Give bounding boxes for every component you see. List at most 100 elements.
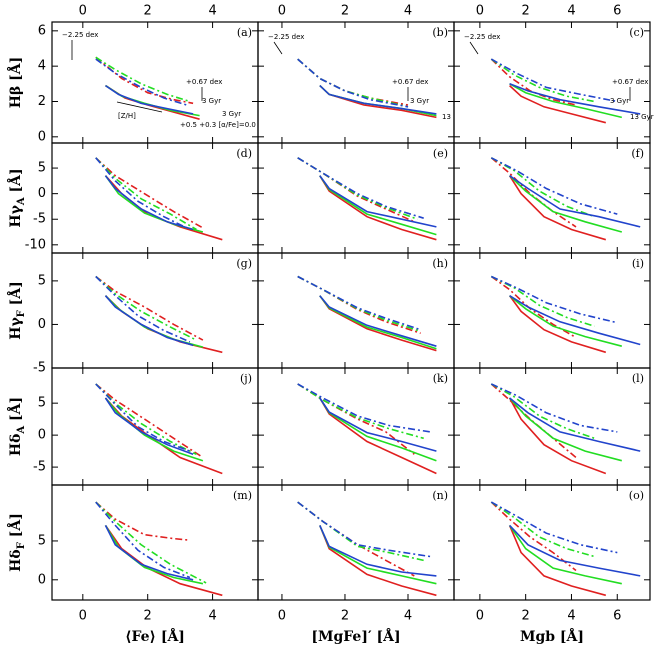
panel-frame — [453, 252, 651, 369]
annotation: −2.25 dex — [268, 33, 304, 41]
y-tick-label: -5 — [33, 460, 46, 475]
y-tick-label: 0 — [38, 317, 46, 332]
series-line — [490, 157, 618, 215]
series-line — [95, 275, 204, 341]
series-line — [297, 275, 421, 331]
series-line — [490, 383, 577, 459]
y-axis-label-part: F — [16, 310, 27, 317]
x-tick-label: 2 — [522, 4, 530, 19]
panel: -5 0 5 (g) HγF [Å] — [6, 252, 259, 376]
series-line — [95, 383, 204, 459]
annotation: [Z/H] — [118, 112, 136, 120]
series-line — [95, 383, 191, 452]
y-axis-label-part: A — [16, 426, 27, 435]
y-axis-label-part: Hγ — [8, 317, 24, 340]
series-line — [509, 83, 622, 119]
y-tick-label: -5 — [33, 212, 46, 227]
y-tick-label: 5 — [38, 273, 46, 288]
panel: (k) — [257, 367, 455, 486]
panel: 0 2 4 (b) −2.25 dex +0.67 dex 3 Gyr 13 — [257, 4, 455, 144]
arrow — [469, 41, 479, 55]
x-tick-label: 6 — [613, 4, 621, 19]
series-line — [297, 383, 424, 440]
annotation: 3 Gyr — [202, 97, 221, 105]
y-axis-label-part: Hδ — [8, 549, 24, 572]
y-tick-label: 4 — [38, 59, 46, 74]
y-axis-label-part: Hγ — [8, 204, 24, 227]
series-line — [95, 157, 204, 229]
series-line — [297, 383, 431, 433]
panel-frame — [453, 142, 651, 254]
series-line — [95, 157, 197, 231]
panel: (e) — [257, 142, 455, 254]
panel-frame — [453, 484, 651, 601]
series-line — [509, 175, 623, 233]
x-tick-label: 0 — [278, 4, 286, 19]
series-line — [95, 56, 191, 103]
panel-label: (i) — [632, 257, 644, 270]
y-axis-label-part: F — [16, 542, 27, 549]
y-tick-label: 0 — [38, 428, 46, 443]
series-line — [104, 175, 194, 231]
y-tick-label: 5 — [38, 533, 46, 548]
series-line — [319, 85, 437, 115]
y-axis-label: HδF [Å] — [6, 513, 27, 572]
x-tick-label: 6 — [613, 609, 621, 624]
series-line — [104, 397, 194, 456]
y-axis-label-part: [Å] — [6, 513, 24, 542]
series-line — [104, 175, 204, 233]
panel-label: (m) — [233, 489, 252, 502]
panel: 0 2 4 6 (o) Mgb [Å] — [453, 484, 651, 645]
y-axis-label-part: [Å] — [6, 281, 24, 310]
panel: -10 -5 0 5 (d) HγA [Å] — [6, 142, 259, 254]
x-tick-label: 4 — [404, 4, 412, 19]
series-line — [95, 275, 191, 343]
series-line — [490, 275, 618, 324]
series-line — [297, 501, 431, 558]
y-axis-label-part: [Å] — [6, 397, 24, 426]
series-line — [509, 397, 641, 452]
series-line — [95, 56, 194, 105]
series-line — [508, 525, 607, 597]
y-tick-label: 5 — [38, 396, 46, 411]
panel: 0 2 4 0 2 4 6 (a) −2.25 dex +0.67 dex 3 Gyr [Z/H] 3 … — [6, 4, 259, 144]
y-tick-label: 0 — [38, 186, 46, 201]
annotation: 13 — [442, 113, 451, 121]
series-line — [95, 501, 190, 541]
panel-label: (d) — [236, 147, 252, 160]
panel-frame — [257, 252, 455, 369]
panel: 0 2 4 (n) [MgFe]′ [Å] — [257, 484, 455, 645]
panel-frame — [51, 367, 259, 486]
series-line — [104, 525, 194, 581]
series-line — [509, 524, 641, 577]
series-line — [95, 157, 191, 231]
series-line — [319, 397, 437, 452]
y-axis-label-part: [Å] — [6, 168, 24, 197]
series-line — [297, 58, 409, 108]
y-axis-label: Hβ [Å] — [6, 57, 24, 109]
series-line — [297, 157, 424, 219]
y-tick-label: 2 — [38, 94, 46, 109]
x-tick-label: 0 — [476, 609, 484, 624]
series-line — [297, 157, 415, 223]
panel: (i) — [453, 252, 651, 369]
series-line — [509, 83, 641, 115]
panel-label: (k) — [433, 372, 448, 385]
series-line — [104, 295, 223, 354]
y-tick-label: 6 — [38, 23, 46, 38]
annotation: 3 Gyr — [222, 110, 241, 118]
x-tick-label: 0 — [79, 609, 87, 624]
y-tick-label: -10 — [25, 237, 46, 252]
annotation: +0.67 dex — [612, 78, 648, 86]
series-line — [490, 157, 595, 218]
x-tick-label: 2 — [522, 609, 530, 624]
annotation: +0.67 dex — [186, 78, 222, 86]
y-tick-label: 0 — [38, 129, 46, 144]
y-axis-label: HδA [Å] — [6, 397, 27, 456]
series-line — [95, 275, 197, 341]
y-axis-label: HγF [Å] — [6, 281, 27, 340]
series-line — [319, 295, 437, 347]
series-line — [104, 397, 223, 475]
